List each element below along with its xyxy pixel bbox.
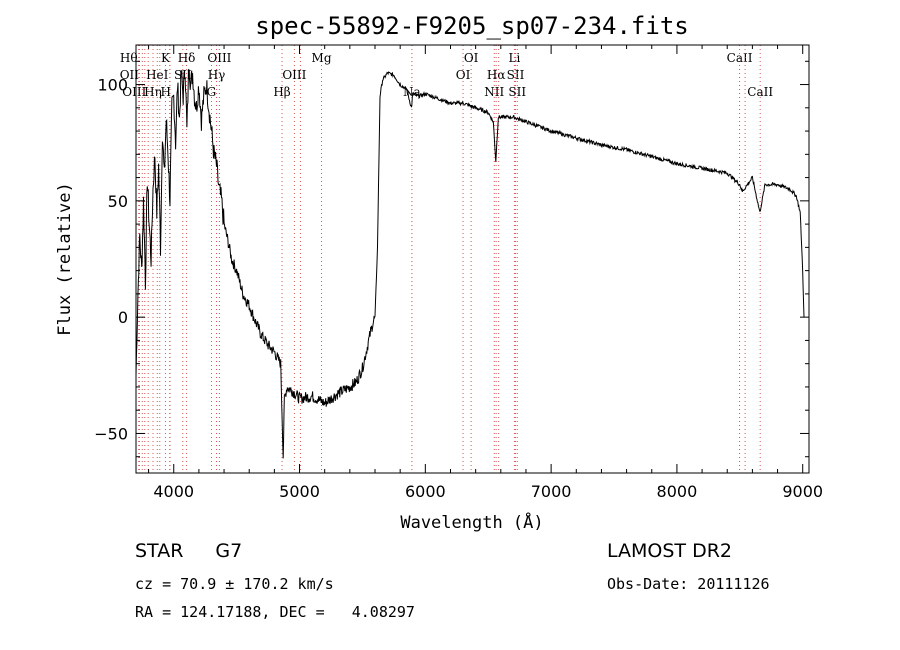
spectrum-series bbox=[135, 68, 805, 459]
redshift-line: cz = 70.9 ± 170.2 km/s bbox=[135, 575, 334, 593]
line-marker-label: HeI bbox=[146, 68, 169, 82]
line-marker-label: OI bbox=[464, 51, 479, 65]
survey-name: LAMOST DR2 bbox=[607, 540, 732, 562]
line-marker-label: OIII bbox=[282, 68, 306, 82]
x-tick-label: 5000 bbox=[279, 482, 320, 501]
line-marker-label: Hγ bbox=[208, 68, 226, 82]
y-tick-label: 100 bbox=[97, 76, 128, 95]
x-tick-label: 7000 bbox=[531, 482, 572, 501]
line-marker-label: Li bbox=[508, 51, 520, 65]
obs-date-line: Obs-Date: 20111126 bbox=[607, 575, 770, 593]
x-tick-label: 6000 bbox=[405, 482, 446, 501]
line-marker-label: Hδ bbox=[178, 51, 196, 65]
line-marker-label: Hη bbox=[144, 85, 162, 99]
object-subclass: G7 bbox=[215, 540, 243, 562]
line-marker-label: G bbox=[207, 85, 217, 99]
line-markers: HθOIIOIIIHηHeIKHSIIHδGHγOIIIHβOIIIMgNaOI… bbox=[120, 45, 773, 473]
y-tick-label: −50 bbox=[94, 424, 128, 443]
line-marker-label: CaII bbox=[727, 51, 753, 65]
axis-ticks: 4000 5000 6000 7000 8000 9000 −50 0 50 100 bbox=[94, 45, 823, 501]
line-marker-label: K bbox=[161, 51, 171, 65]
line-marker-label: Hθ bbox=[120, 51, 138, 65]
y-tick-label: 50 bbox=[108, 192, 128, 211]
coords-line: RA = 124.17188, DEC = 4.08297 bbox=[135, 603, 415, 621]
line-marker-label: SII bbox=[174, 68, 192, 82]
x-tick-label: 4000 bbox=[153, 482, 194, 501]
chart-title: spec-55892-F9205_sp07-234.fits bbox=[255, 12, 688, 40]
y-tick-label: 0 bbox=[118, 308, 128, 327]
line-marker-label: CaII bbox=[747, 85, 773, 99]
line-marker-label: SII bbox=[507, 68, 525, 82]
line-marker-label: OII bbox=[120, 68, 140, 82]
line-marker-label: Mg bbox=[312, 51, 332, 65]
line-marker-label: H bbox=[160, 85, 170, 99]
plot-frame bbox=[135, 44, 810, 474]
spectrum-line bbox=[135, 68, 805, 459]
line-marker-label: Hβ bbox=[273, 85, 290, 99]
line-marker-label: Hα bbox=[487, 68, 506, 82]
x-tick-label: 8000 bbox=[657, 482, 698, 501]
object-type: STAR bbox=[135, 540, 184, 562]
line-marker-label: OIII bbox=[122, 85, 146, 99]
line-marker-label: OIII bbox=[207, 51, 231, 65]
x-tick-label: 9000 bbox=[782, 482, 823, 501]
object-class: STAR G7 bbox=[135, 540, 242, 562]
line-marker-label: NII bbox=[484, 85, 504, 99]
line-marker-label: SII bbox=[508, 85, 526, 99]
line-marker-label: OI bbox=[456, 68, 471, 82]
y-axis-label: Flux (relative) bbox=[55, 182, 75, 336]
x-axis-label: Wavelength (Å) bbox=[400, 511, 543, 533]
